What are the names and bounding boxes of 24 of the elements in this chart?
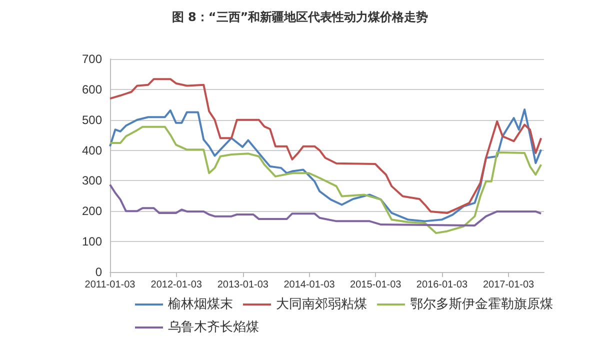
legend-label: 乌鲁木齐长焰煤: [168, 320, 259, 335]
x-tick-label: 2017-01-03: [482, 280, 535, 290]
x-tick-label: 2014-01-03: [284, 280, 336, 290]
line-series: [109, 184, 542, 226]
y-tick-label: 300: [82, 174, 102, 188]
y-tick-label: 700: [82, 52, 102, 66]
line-series: [109, 108, 542, 222]
legend-label: 鄂尔多斯伊金霍勒旗原煤: [410, 297, 553, 312]
y-tick-label: 100: [82, 234, 102, 249]
y-tick-label: 200: [82, 204, 102, 218]
y-tick-label: 0: [95, 265, 102, 279]
legend-label: 榆林烟煤末: [168, 297, 233, 312]
x-tick-label: 2012-01-03: [150, 280, 202, 290]
y-tick-label: 500: [82, 112, 102, 127]
x-tick-label: 2013-01-03: [217, 280, 269, 290]
x-tick-label: 2016-01-03: [416, 280, 468, 290]
line-series: [109, 78, 542, 214]
x-tick-label: 2011-01-03: [84, 280, 136, 290]
legend-label: 大同南郊弱粘煤: [276, 297, 367, 312]
y-tick-label: 400: [82, 143, 102, 158]
chart-title: 图 8：“三西”和新疆地区代表性动力煤价格走势: [172, 10, 428, 24]
x-tick-label: 2015-01-03: [350, 280, 402, 290]
y-tick-label: 600: [82, 82, 102, 96]
line-series: [109, 126, 542, 234]
